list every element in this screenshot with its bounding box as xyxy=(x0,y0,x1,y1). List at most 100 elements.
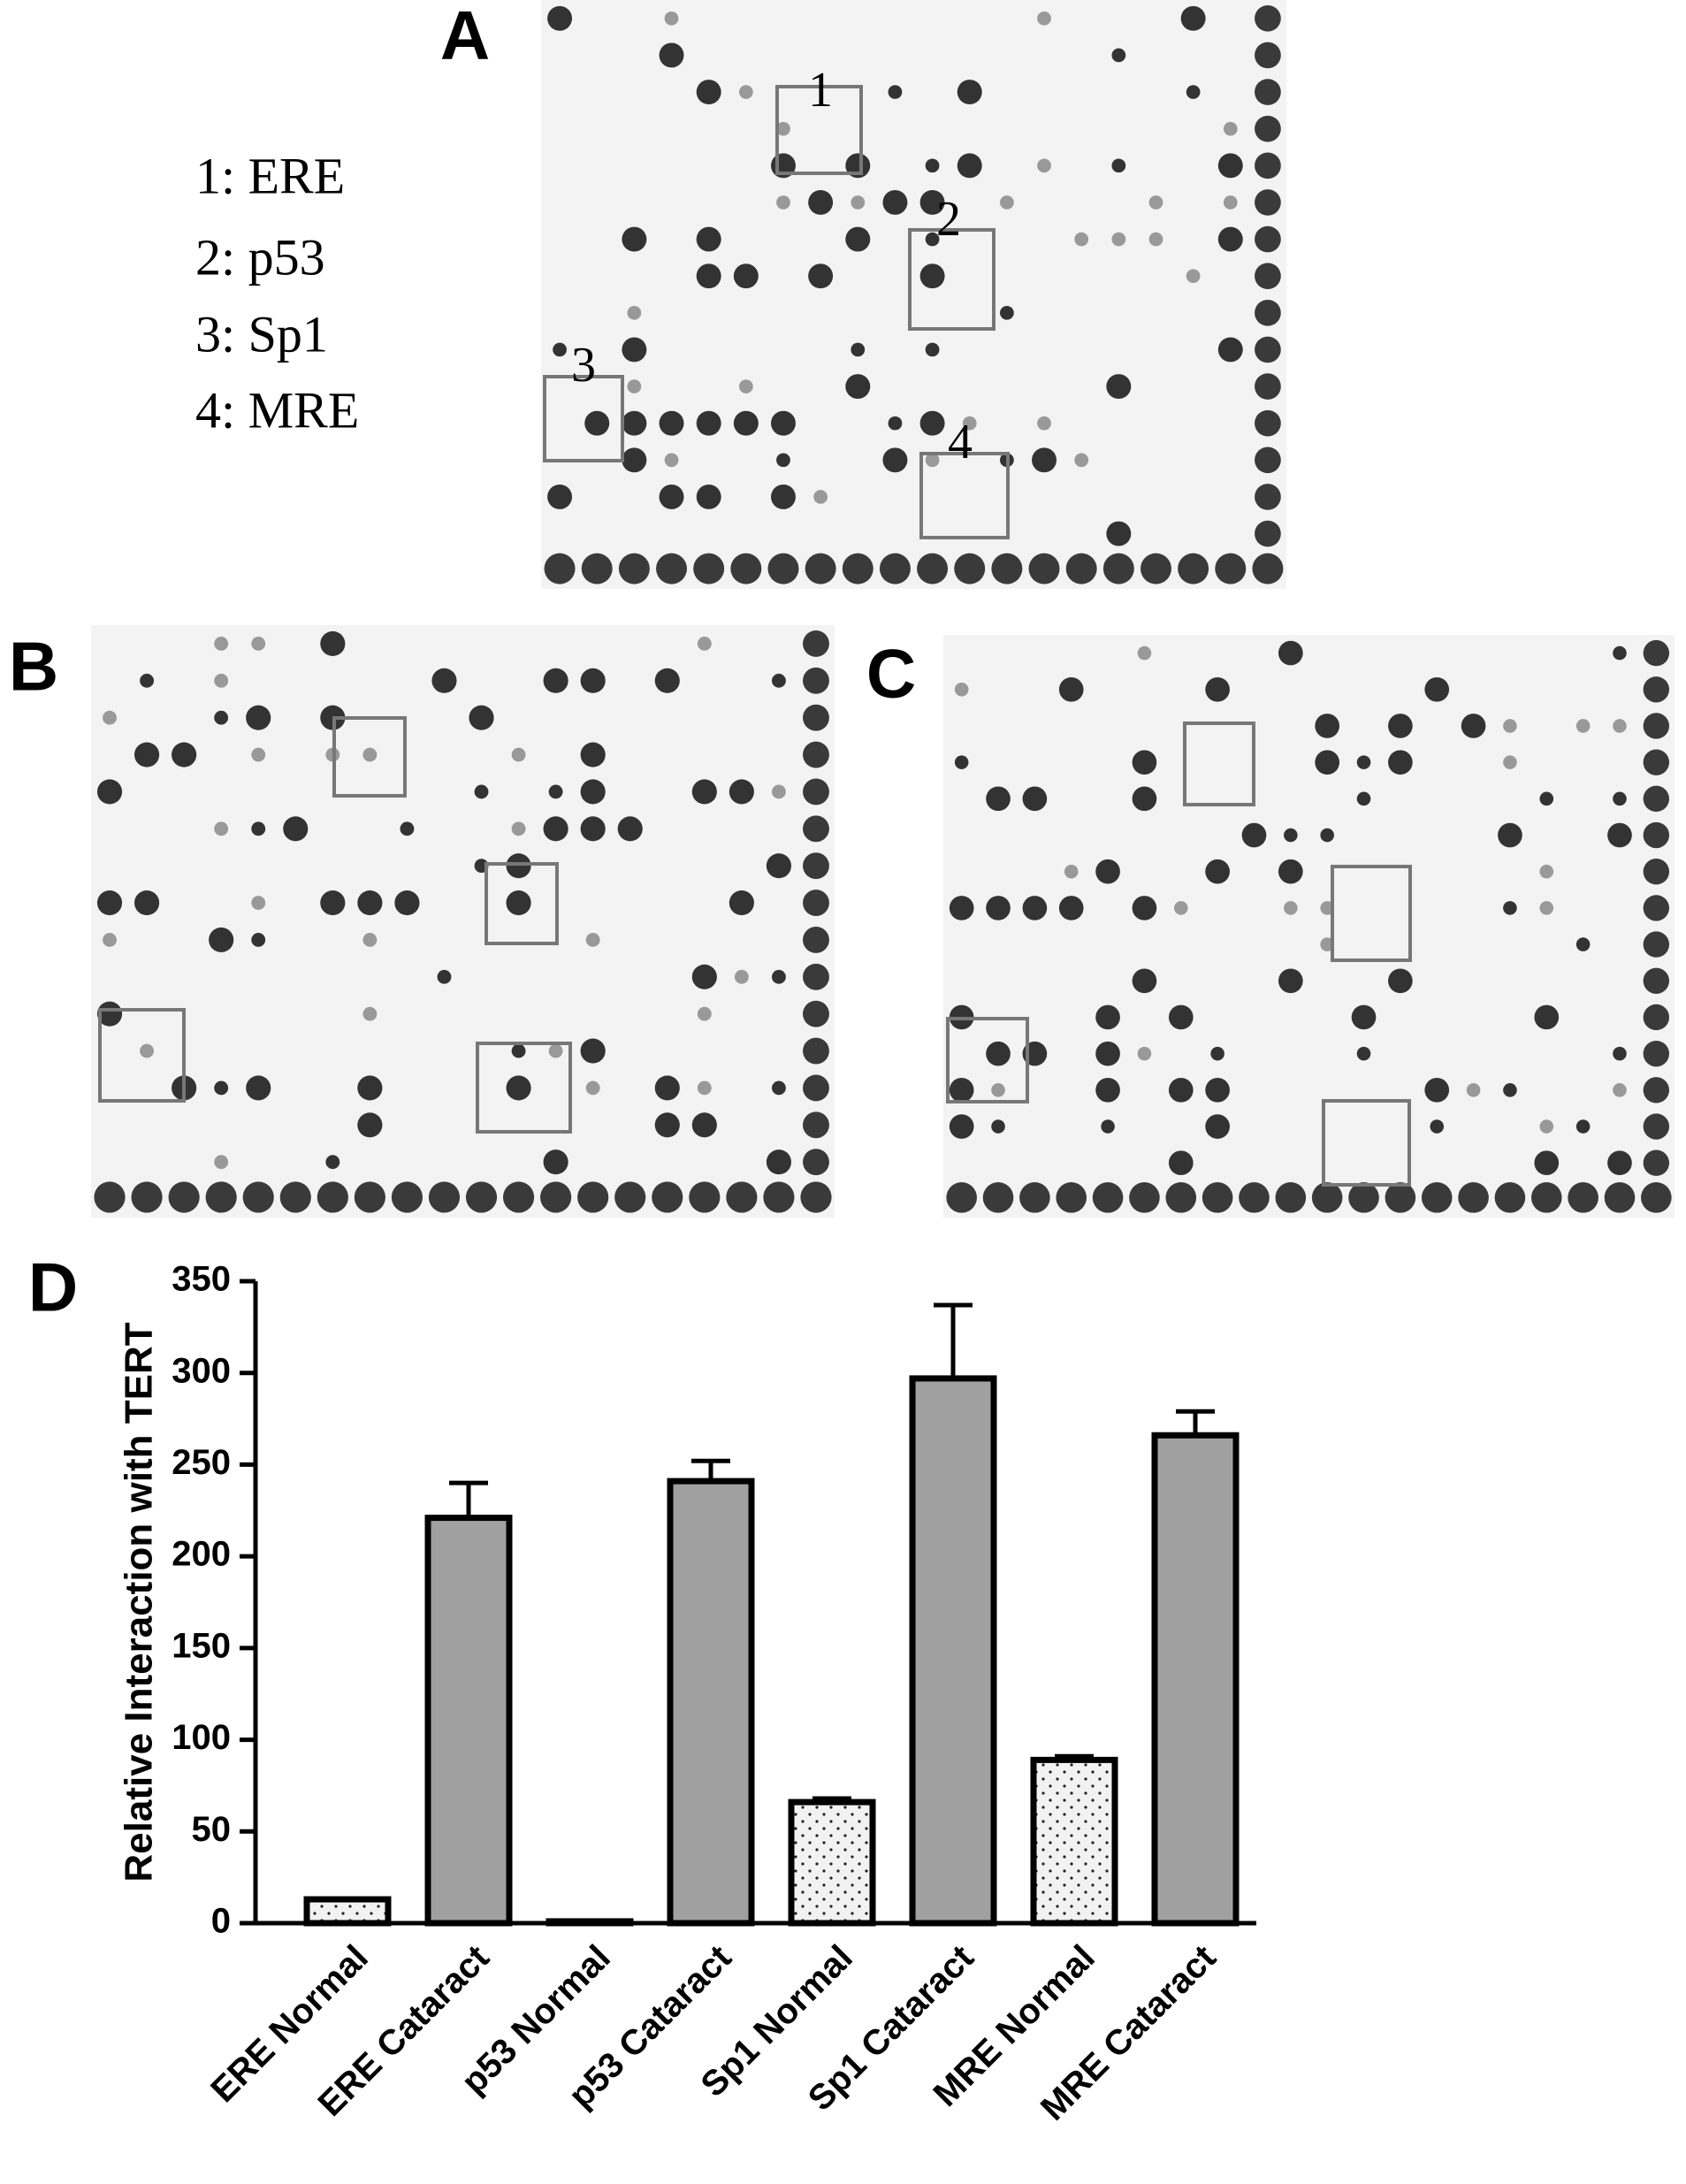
blot-spot xyxy=(1148,195,1163,210)
blot-spot xyxy=(1356,791,1371,806)
blot-spot xyxy=(689,1181,721,1213)
blot-spot xyxy=(954,682,969,697)
blot-spot xyxy=(957,80,982,105)
blot-spot xyxy=(246,1075,271,1101)
blot-spot xyxy=(882,447,908,473)
blot-spot xyxy=(1252,553,1284,584)
blot-spot xyxy=(1530,1182,1562,1213)
blot-spot xyxy=(1205,1114,1230,1139)
blot-spot xyxy=(982,1182,1014,1213)
blot-spot xyxy=(1356,755,1371,769)
blot-spot xyxy=(1284,901,1298,915)
blot-spot xyxy=(540,1181,572,1213)
blot-spot xyxy=(140,673,154,688)
legend-entry: 2: p53 xyxy=(195,228,325,286)
blot-spot xyxy=(919,410,945,436)
blot-spot xyxy=(581,553,613,584)
box-label: 4 xyxy=(948,415,973,470)
blot-spot xyxy=(697,637,712,651)
blot-spot xyxy=(659,410,684,436)
blot-spot xyxy=(134,890,160,916)
blot-spot xyxy=(214,821,229,836)
blot-spot xyxy=(362,933,378,947)
blot-spot xyxy=(1111,232,1126,247)
blot-spot xyxy=(1575,719,1591,733)
blot-spot xyxy=(1137,1046,1152,1061)
blot-spot xyxy=(325,1155,340,1170)
blot-spot xyxy=(1643,749,1670,775)
blot-spot xyxy=(584,410,610,436)
blot-spot xyxy=(96,779,123,805)
blot-spot xyxy=(1643,1040,1670,1067)
blot-spot xyxy=(1255,42,1281,69)
blot-spot xyxy=(1241,822,1267,848)
highlight-box xyxy=(98,1008,186,1103)
blot-spot xyxy=(1255,152,1281,179)
blot-spot xyxy=(1102,553,1134,584)
blot-spot xyxy=(991,1083,1005,1097)
blot-spot xyxy=(1037,158,1051,173)
blot-spot xyxy=(1000,305,1014,320)
highlight-box xyxy=(543,375,624,462)
blot-spot xyxy=(1095,1004,1120,1030)
blot-spot xyxy=(1028,553,1060,584)
blot-spot xyxy=(357,1112,383,1138)
blot-spot xyxy=(1534,1004,1560,1030)
blot-spot xyxy=(94,1181,126,1213)
y-axis-title: Relative Interaction with TERT xyxy=(118,1322,161,1882)
blot-spot xyxy=(803,704,829,731)
blot-spot xyxy=(772,673,786,688)
blot-spot xyxy=(205,1181,237,1213)
blot-spot xyxy=(803,667,829,694)
blot-spot xyxy=(1385,1182,1416,1213)
blot-spot xyxy=(734,969,749,984)
blot-spot xyxy=(465,1181,498,1213)
highlight-box xyxy=(1322,1099,1411,1187)
panel-label: A xyxy=(440,0,490,74)
blot-spot xyxy=(1064,864,1079,879)
blot-spot xyxy=(1643,931,1670,958)
blot-spot xyxy=(618,553,650,584)
bar xyxy=(1151,1432,1240,1927)
blot-spot xyxy=(1539,901,1554,915)
bar xyxy=(303,1896,392,1927)
legend-entry: 3: Sp1 xyxy=(195,305,328,363)
highlight-box xyxy=(1183,722,1255,806)
blot-spot xyxy=(1022,786,1048,812)
blot-spot xyxy=(354,1181,385,1213)
blot-spot xyxy=(659,42,684,68)
blot-spot xyxy=(766,853,791,879)
panel-label: D xyxy=(28,1249,78,1326)
blot-spot xyxy=(1430,1119,1445,1134)
blot-spot xyxy=(1278,640,1303,666)
blot-spot xyxy=(544,553,576,584)
blot-spot xyxy=(1217,153,1243,179)
blot-spot xyxy=(962,416,977,431)
blot-spot xyxy=(1129,1182,1160,1213)
blot-spot xyxy=(949,896,974,920)
blot-spot xyxy=(1539,864,1554,879)
blot-spot xyxy=(580,816,606,842)
blot-spot xyxy=(729,890,754,916)
blot-spot xyxy=(888,85,903,99)
blot-spot xyxy=(726,1181,758,1213)
blot-spot xyxy=(879,553,911,584)
blot-spot xyxy=(1111,48,1126,63)
blot-spot xyxy=(214,637,229,651)
blot-spot xyxy=(1641,1182,1672,1213)
blot-spot xyxy=(986,896,1011,920)
blot-spot xyxy=(1643,895,1670,921)
blot-spot xyxy=(738,85,753,99)
blot-spot xyxy=(1278,859,1303,884)
blot-spot xyxy=(696,410,721,436)
blot-spot xyxy=(214,1155,229,1170)
blot-spot xyxy=(242,1181,274,1213)
blot-spot xyxy=(1255,447,1281,474)
blot-spot xyxy=(949,1078,974,1103)
blot-spot xyxy=(1255,409,1281,437)
blot-spot xyxy=(1424,1078,1450,1103)
blot-spot xyxy=(1315,714,1340,738)
blot-spot xyxy=(1106,374,1132,400)
